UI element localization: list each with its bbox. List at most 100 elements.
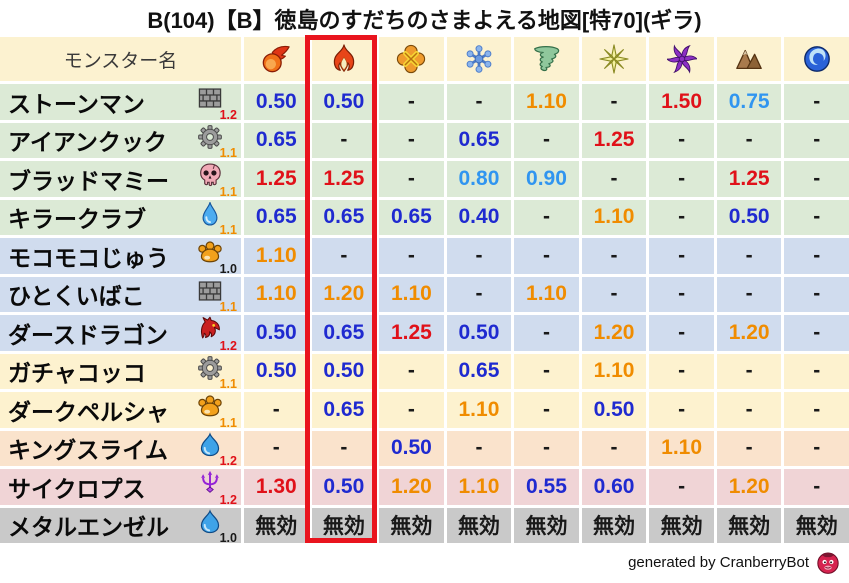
multiplier-value: - bbox=[813, 474, 821, 498]
multiplier-value: - bbox=[678, 397, 686, 421]
value-cell: 0.50 bbox=[716, 199, 782, 235]
element-column-header bbox=[379, 37, 444, 81]
multiplier-value: 0.50 bbox=[255, 89, 297, 113]
value-cell: - bbox=[784, 199, 849, 235]
multiplier-value: 1.20 bbox=[390, 474, 432, 498]
skull-icon: 1.1 bbox=[192, 161, 238, 199]
value-cell: 1.10 bbox=[649, 430, 714, 466]
multiplier-value: - bbox=[407, 166, 415, 190]
value-cell: 0.40 bbox=[446, 199, 512, 235]
value-cell: - bbox=[379, 84, 444, 120]
multiplier-value: - bbox=[813, 128, 821, 152]
value-cell: - bbox=[514, 315, 579, 351]
multiplier-value: - bbox=[340, 128, 348, 152]
value-cell: 1.10 bbox=[581, 353, 647, 389]
multiplier-value: - bbox=[678, 205, 686, 229]
monster-row-name: メタルエンゼル 1.0 bbox=[0, 507, 241, 544]
value-cell: - bbox=[649, 122, 714, 158]
value-cell: 無効 bbox=[379, 507, 444, 543]
multiplier-value: - bbox=[407, 128, 415, 152]
multiplier-value: 1.10 bbox=[458, 474, 500, 498]
value-cell: - bbox=[446, 276, 512, 312]
value-cell: 1.20 bbox=[716, 315, 782, 351]
multiplier-value: - bbox=[813, 243, 821, 267]
monster-name: メタルエンゼル bbox=[8, 514, 169, 541]
tornado-icon bbox=[531, 44, 561, 74]
monster-name: サイクロプス bbox=[8, 475, 146, 502]
value-cell: 0.65 bbox=[379, 199, 444, 235]
value-cell: 0.60 bbox=[581, 469, 647, 505]
value-cell: - bbox=[581, 161, 647, 197]
monster-level: 1.1 bbox=[219, 415, 237, 430]
monster-row-name: ダークペルシャ 1.1 bbox=[0, 392, 241, 430]
snowflake-icon bbox=[464, 44, 494, 74]
monster-row-name: ガチャコッコ 1.1 bbox=[0, 353, 241, 390]
value-cell: 0.50 bbox=[244, 353, 309, 389]
multiplier-value: - bbox=[542, 243, 550, 267]
value-cell: 1.10 bbox=[446, 392, 512, 428]
multiplier-value: 0.50 bbox=[255, 320, 297, 344]
monster-level: 1.1 bbox=[219, 184, 237, 199]
monster-row-name: サイクロプス 1.2 bbox=[0, 469, 241, 506]
burst-icon bbox=[396, 44, 426, 74]
paw-icon: 1.1 bbox=[192, 392, 238, 430]
cranberry-bot-icon bbox=[815, 549, 841, 575]
value-cell: - bbox=[514, 238, 579, 274]
multiplier-value: 0.65 bbox=[323, 205, 365, 229]
value-cell: - bbox=[784, 276, 849, 312]
multiplier-value: 1.10 bbox=[526, 282, 567, 306]
brick-icon: 1.2 bbox=[192, 84, 238, 122]
multiplier-value: - bbox=[610, 89, 618, 113]
value-cell: 1.10 bbox=[379, 276, 444, 312]
value-cell: - bbox=[244, 430, 309, 466]
monster-name: ダークペルシャ bbox=[8, 398, 169, 425]
value-cell: 1.10 bbox=[244, 238, 309, 274]
value-cell: 1.25 bbox=[244, 161, 309, 197]
multiplier-value: - bbox=[678, 359, 686, 383]
multiplier-value: - bbox=[407, 243, 415, 267]
monster-level: 1.2 bbox=[219, 107, 237, 122]
monster-name: ひとくいばこ bbox=[8, 283, 145, 310]
element-column-header bbox=[446, 37, 512, 81]
value-cell: 0.65 bbox=[446, 122, 512, 158]
monster-row-name: ブラッドマミー 1.1 bbox=[0, 161, 241, 199]
element-column-header bbox=[311, 37, 377, 81]
multiplier-value: - bbox=[542, 205, 550, 229]
value-cell: - bbox=[649, 392, 714, 428]
multiplier-value: 1.10 bbox=[661, 436, 703, 460]
multiplier-value: - bbox=[678, 243, 686, 267]
value-cell: 無効 bbox=[446, 507, 512, 543]
value-cell: 1.25 bbox=[379, 315, 444, 351]
monster-level: 1.1 bbox=[219, 223, 237, 238]
multiplier-value: - bbox=[407, 397, 415, 421]
value-cell: 0.55 bbox=[514, 469, 579, 505]
multiplier-value: - bbox=[610, 436, 618, 460]
multiplier-value: 1.25 bbox=[728, 166, 770, 190]
value-cell: 0.50 bbox=[311, 84, 377, 120]
element-column-header bbox=[716, 37, 782, 81]
multiplier-value: 0.50 bbox=[390, 436, 432, 460]
value-cell: 1.10 bbox=[244, 276, 309, 312]
element-column-header bbox=[514, 37, 579, 81]
multiplier-value: 0.65 bbox=[390, 205, 432, 229]
mountain-icon bbox=[734, 44, 764, 74]
value-cell: 1.20 bbox=[379, 469, 444, 505]
slime-icon: 1.0 bbox=[192, 508, 238, 544]
value-cell: 0.50 bbox=[446, 315, 512, 351]
value-cell: 0.65 bbox=[311, 315, 377, 351]
value-cell: - bbox=[514, 392, 579, 428]
multiplier-value: - bbox=[542, 128, 550, 152]
multiplier-value: 1.50 bbox=[661, 89, 703, 113]
multiplier-value: - bbox=[678, 474, 686, 498]
element-column-header bbox=[581, 37, 647, 81]
value-cell: - bbox=[581, 238, 647, 274]
trident-icon: 1.2 bbox=[192, 469, 238, 506]
value-cell: 1.10 bbox=[446, 469, 512, 505]
multiplier-value: - bbox=[542, 359, 550, 383]
value-cell: 無効 bbox=[784, 507, 849, 543]
value-cell: - bbox=[649, 353, 714, 389]
value-cell: - bbox=[784, 161, 849, 197]
monster-row-name: ストーンマン 1.2 bbox=[0, 84, 241, 122]
value-cell: - bbox=[716, 353, 782, 389]
multiplier-value: 0.50 bbox=[255, 359, 297, 383]
